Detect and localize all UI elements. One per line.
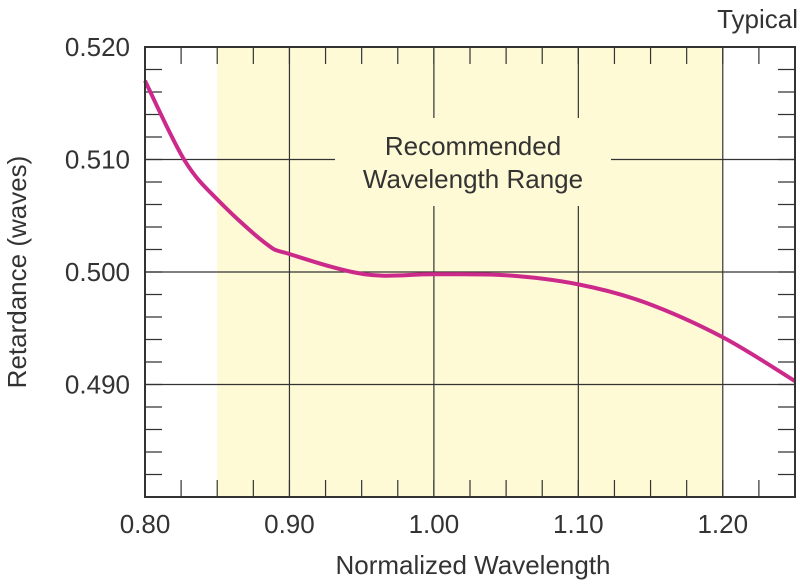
x-tick-label: 1.10	[553, 509, 604, 539]
series-line	[143, 79, 797, 383]
x-axis-label: Normalized Wavelength	[335, 550, 610, 580]
x-tick-label: 1.20	[697, 509, 748, 539]
y-tick-label: 0.510	[65, 145, 130, 175]
corner-note: Typical	[717, 4, 798, 34]
x-tick-label: 0.80	[120, 509, 171, 539]
y-tick-label: 0.500	[65, 257, 130, 287]
region-label-line2: Wavelength Range	[363, 164, 583, 194]
plot-frame	[144, 46, 796, 498]
region-label-background	[335, 118, 611, 206]
y-axis-label: Retardance (waves)	[2, 156, 32, 389]
y-tick-label: 0.520	[65, 32, 130, 62]
x-tick-label: 1.00	[409, 509, 460, 539]
x-tick-label: 0.90	[264, 509, 315, 539]
region-label-line1: Recommended	[385, 131, 561, 161]
y-tick-label: 0.490	[65, 370, 130, 400]
